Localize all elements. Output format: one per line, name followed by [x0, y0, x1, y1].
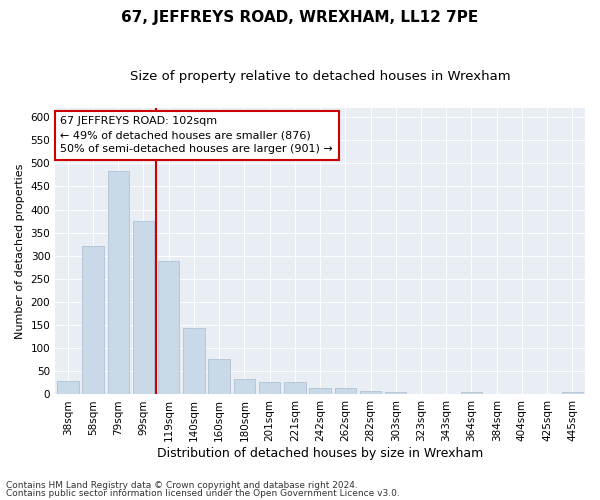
Title: Size of property relative to detached houses in Wrexham: Size of property relative to detached ho…	[130, 70, 511, 83]
Bar	[461, 392, 482, 394]
Text: 67, JEFFREYS ROAD, WREXHAM, LL12 7PE: 67, JEFFREYS ROAD, WREXHAM, LL12 7PE	[121, 10, 479, 25]
Bar	[107, 171, 129, 394]
Bar	[208, 359, 230, 394]
Y-axis label: Number of detached properties: Number of detached properties	[15, 164, 25, 339]
Bar	[133, 221, 154, 394]
Bar	[360, 391, 381, 394]
Text: Contains public sector information licensed under the Open Government Licence v3: Contains public sector information licen…	[6, 488, 400, 498]
Bar	[385, 392, 406, 394]
Bar	[310, 388, 331, 394]
Bar	[259, 382, 280, 394]
Bar	[57, 380, 79, 394]
X-axis label: Distribution of detached houses by size in Wrexham: Distribution of detached houses by size …	[157, 447, 483, 460]
Bar	[562, 392, 583, 394]
Bar	[183, 328, 205, 394]
Bar	[158, 262, 179, 394]
Text: Contains HM Land Registry data © Crown copyright and database right 2024.: Contains HM Land Registry data © Crown c…	[6, 481, 358, 490]
Bar	[82, 246, 104, 394]
Text: 67 JEFFREYS ROAD: 102sqm
← 49% of detached houses are smaller (876)
50% of semi-: 67 JEFFREYS ROAD: 102sqm ← 49% of detach…	[61, 116, 333, 154]
Bar	[233, 379, 255, 394]
Bar	[335, 388, 356, 394]
Bar	[284, 382, 305, 394]
